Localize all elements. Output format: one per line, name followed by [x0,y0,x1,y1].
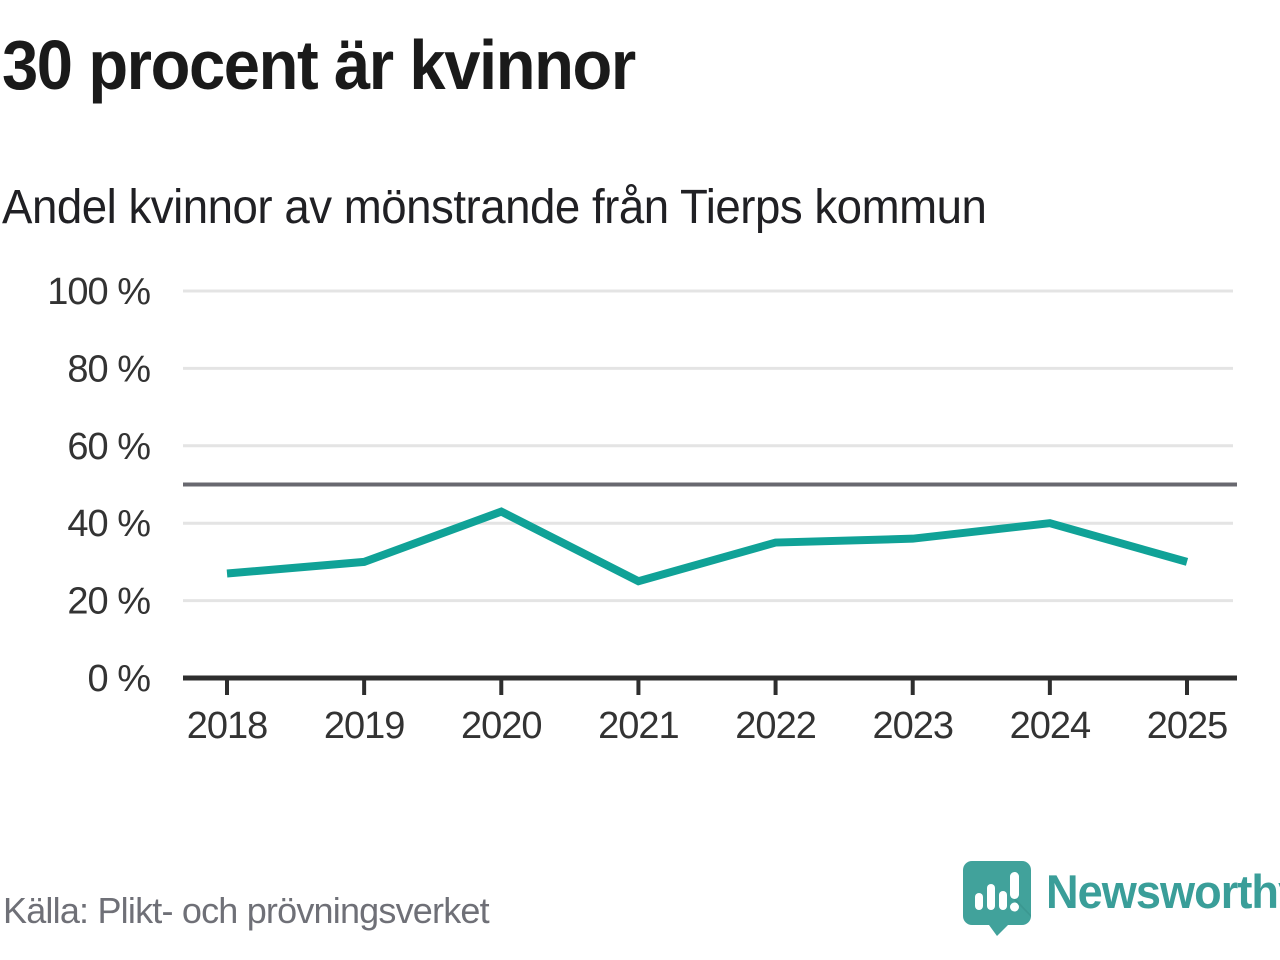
x-axis-label: 2020 [461,705,542,747]
newsworthy-logo: Newsworthy [962,860,1280,936]
x-axis-label: 2019 [324,705,405,747]
chart-title: 30 procent är kvinnor [2,26,636,104]
y-axis-label: 80 % [67,348,150,390]
y-axis-label: 40 % [67,503,150,545]
y-axis-label: 100 % [47,271,150,313]
x-axis-label: 2022 [735,705,816,747]
newsworthy-logo-icon [963,861,1031,936]
y-axis-label: 0 % [88,658,151,700]
newsworthy-wordmark: Newsworthy [1046,865,1280,918]
data-line [226,507,1189,586]
x-axis-label: 2024 [1010,705,1091,747]
y-axis-label: 60 % [67,426,150,468]
x-axis-label: 2018 [187,705,268,747]
source-note: Källa: Plikt- och prövningsverket [3,890,490,931]
x-axis-label: 2025 [1147,705,1228,747]
x-axis-label: 2021 [598,705,679,747]
x-axis-label: 2023 [872,705,953,747]
chart-subtitle: Andel kvinnor av mönstrande från Tierps … [2,181,987,234]
y-axis-label: 20 % [67,581,150,623]
